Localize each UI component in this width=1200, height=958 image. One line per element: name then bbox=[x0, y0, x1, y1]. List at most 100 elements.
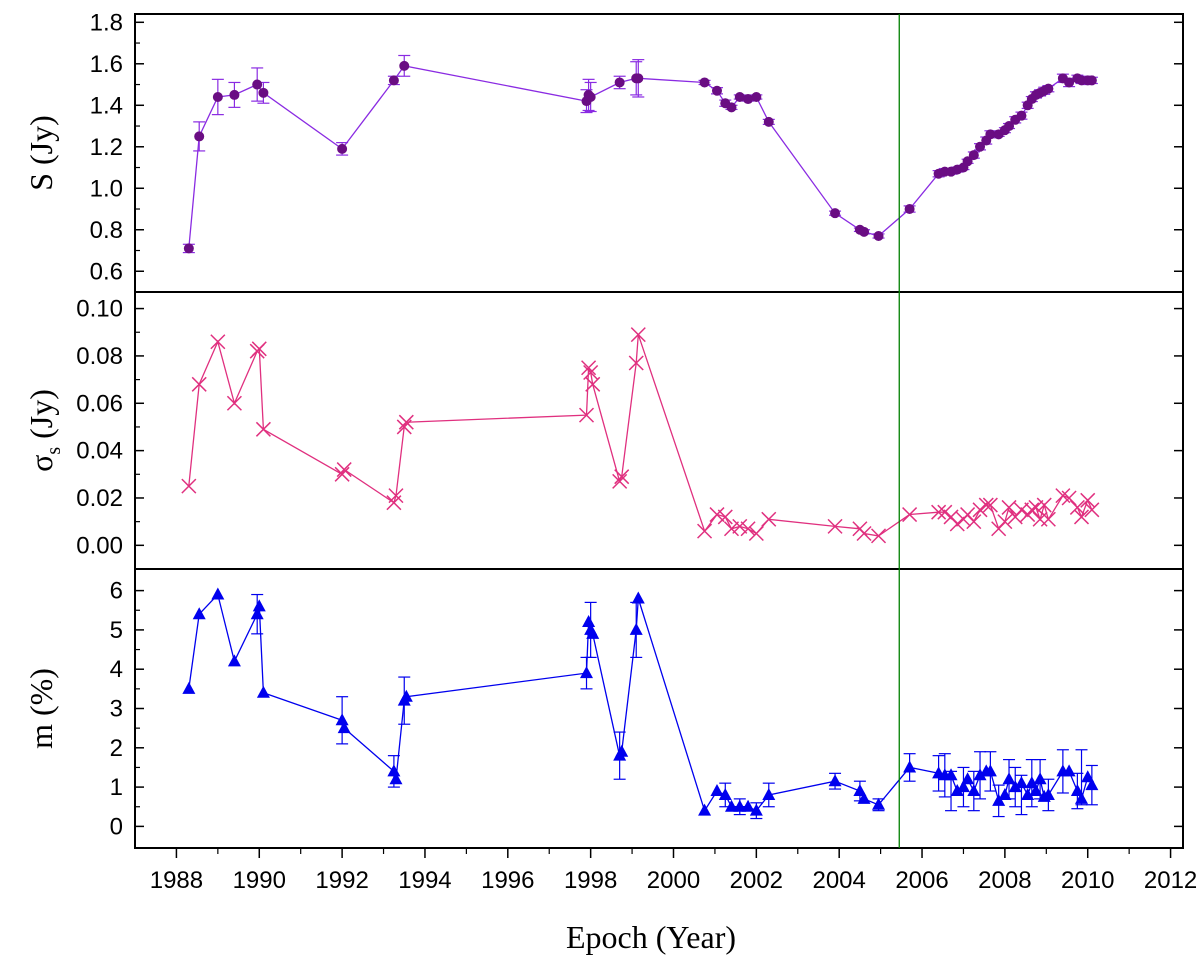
data-point bbox=[1080, 492, 1096, 508]
data-point bbox=[853, 784, 867, 797]
y-tick-label: 0.10 bbox=[76, 296, 123, 323]
panel-sigma: 0.00 0.02 0.04 0.06 0.08 0.10 σs (Jy) bbox=[23, 291, 1184, 570]
data-point bbox=[389, 772, 403, 785]
data-point bbox=[830, 208, 841, 219]
x-tick-label: 2008 bbox=[978, 867, 1031, 894]
data-point bbox=[975, 141, 986, 152]
data-point bbox=[631, 591, 645, 604]
y-tick-label: 1.4 bbox=[90, 92, 123, 119]
data-point bbox=[1032, 511, 1048, 527]
data-point bbox=[585, 91, 596, 102]
y-tick-label: 0.00 bbox=[76, 532, 123, 559]
data-point bbox=[732, 518, 748, 534]
data-point bbox=[1040, 511, 1056, 527]
series-line-m bbox=[188, 593, 1093, 813]
data-point bbox=[336, 462, 352, 478]
data-point bbox=[182, 681, 196, 694]
data-point bbox=[856, 525, 872, 542]
data-point bbox=[1036, 497, 1052, 513]
data-point bbox=[396, 419, 412, 435]
y-tick-label: 6 bbox=[110, 578, 123, 605]
data-point bbox=[872, 797, 886, 810]
data-point bbox=[724, 799, 738, 812]
data-point bbox=[194, 131, 205, 142]
panel-S: 0.6 0.8 1.0 1.2 1.4 1.6 1.8 S (Jy) bbox=[23, 9, 1184, 293]
data-point bbox=[966, 514, 982, 530]
x-tick-label: 1994 bbox=[398, 867, 451, 894]
series-line-S bbox=[188, 65, 1092, 249]
data-point bbox=[585, 376, 601, 392]
x-tick-label: 2004 bbox=[812, 867, 865, 894]
data-point bbox=[630, 327, 646, 343]
data-point bbox=[1004, 121, 1015, 132]
data-point bbox=[615, 744, 629, 757]
x-axis-title: Epoch (Year) bbox=[566, 919, 736, 955]
y-tick-label: 0.08 bbox=[76, 343, 123, 370]
data-point bbox=[1033, 772, 1047, 785]
data-point bbox=[1073, 509, 1090, 525]
data-point bbox=[973, 768, 987, 781]
data-point bbox=[699, 77, 710, 88]
data-point bbox=[250, 607, 264, 620]
data-point bbox=[697, 523, 713, 539]
y-tick-label: 3 bbox=[110, 696, 123, 723]
data-point bbox=[717, 509, 733, 525]
data-point bbox=[743, 94, 754, 105]
data-point bbox=[1061, 490, 1077, 506]
data-point bbox=[726, 102, 737, 113]
data-point bbox=[709, 507, 725, 523]
data-point bbox=[399, 60, 410, 71]
data-point bbox=[1064, 77, 1075, 88]
y-axis-title: m (%) bbox=[23, 668, 59, 749]
data-point bbox=[1081, 770, 1095, 783]
data-point bbox=[1069, 499, 1085, 515]
data-point bbox=[902, 507, 918, 523]
data-point bbox=[967, 784, 981, 797]
y-tick-label: 0.04 bbox=[76, 438, 123, 465]
data-point bbox=[1001, 499, 1017, 515]
data-point bbox=[612, 473, 628, 489]
data-point bbox=[1084, 502, 1100, 518]
x-tick-label: 1996 bbox=[481, 867, 534, 894]
data-point bbox=[1024, 502, 1040, 518]
data-point bbox=[191, 376, 207, 392]
y-tick-label: 1 bbox=[110, 774, 123, 801]
data-point bbox=[718, 787, 732, 800]
data-point bbox=[763, 116, 774, 127]
data-point bbox=[741, 799, 755, 812]
data-point bbox=[903, 760, 917, 773]
data-point bbox=[211, 587, 225, 600]
data-point bbox=[749, 803, 763, 816]
panel-frame bbox=[134, 568, 1184, 849]
data-point bbox=[227, 654, 241, 667]
data-point bbox=[762, 787, 776, 800]
data-point bbox=[256, 685, 270, 698]
data-point bbox=[255, 421, 271, 437]
data-point bbox=[1028, 499, 1044, 515]
data-point bbox=[335, 713, 349, 726]
data-point bbox=[982, 497, 998, 513]
data-point bbox=[761, 511, 777, 527]
data-point bbox=[1075, 791, 1089, 804]
data-point bbox=[1085, 778, 1099, 791]
data-point bbox=[857, 791, 871, 804]
data-point bbox=[582, 615, 596, 628]
data-point bbox=[985, 129, 996, 140]
data-point bbox=[978, 497, 994, 513]
data-point bbox=[997, 514, 1013, 530]
data-point bbox=[740, 521, 756, 537]
data-point bbox=[387, 764, 401, 777]
series-line-sigma bbox=[188, 334, 1093, 537]
y-tick-label: 0 bbox=[110, 813, 123, 840]
data-point bbox=[1016, 110, 1027, 121]
data-point bbox=[828, 774, 842, 787]
data-point bbox=[1062, 764, 1076, 777]
data-point bbox=[950, 784, 964, 797]
data-point bbox=[581, 360, 597, 376]
data-point bbox=[710, 784, 724, 797]
data-point bbox=[1029, 784, 1043, 797]
data-point bbox=[873, 230, 884, 241]
data-point bbox=[962, 156, 973, 167]
data-point bbox=[956, 780, 970, 793]
data-point bbox=[1070, 784, 1084, 797]
